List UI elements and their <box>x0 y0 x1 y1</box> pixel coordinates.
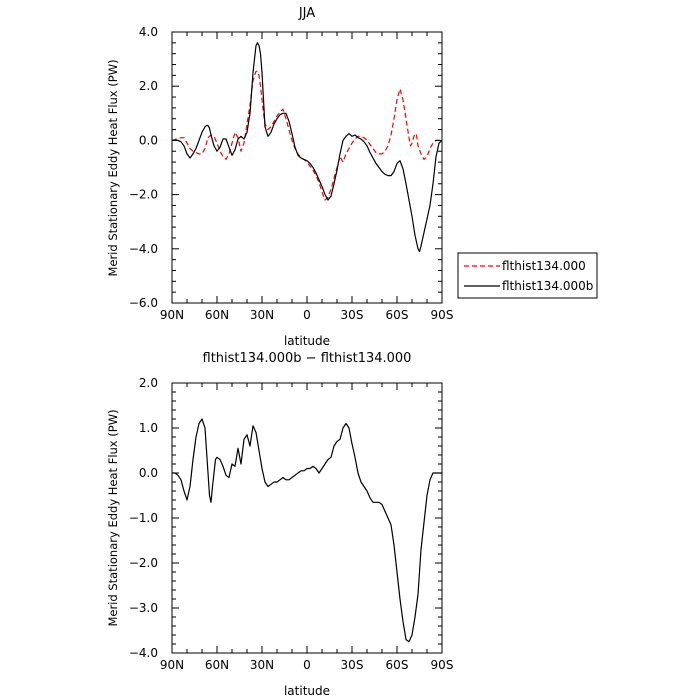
x-axis-label: latitude <box>284 334 330 348</box>
legend-label-series-2: flthist134.000b <box>502 279 593 293</box>
y-tick-label: −1.0 <box>129 511 158 525</box>
y-tick-label: 2.0 <box>139 376 158 390</box>
y-tick-label: −4.0 <box>129 646 158 660</box>
series-line-1 <box>171 70 442 201</box>
x-tick-label: 30S <box>341 658 364 672</box>
x-tick-label: 60N <box>205 658 229 672</box>
y-tick-label: 1.0 <box>139 421 158 435</box>
y-tick-label: −3.0 <box>129 601 158 615</box>
x-tick-label: 90S <box>431 308 454 322</box>
x-tick-label: 0 <box>303 308 311 322</box>
legend-box <box>457 252 598 299</box>
y-axis-label: Merid Stationary Eddy Heat Flux (PW) <box>106 59 120 276</box>
x-tick-label: 90S <box>431 658 454 672</box>
y-tick-label: −2.0 <box>129 188 158 202</box>
y-tick-label: 0.0 <box>139 466 158 480</box>
series-line-1 <box>172 418 442 643</box>
chart-title: flthist134.000b − flthist134.000 <box>203 351 412 366</box>
chart-bottom-panel: flthist134.000b − flthist134.000 90N 60N 3… <box>106 351 453 698</box>
x-tick-label: 30S <box>341 308 364 322</box>
y-tick-label: −6.0 <box>129 296 158 310</box>
y-tick-label: 4.0 <box>139 25 158 39</box>
y-tick-label: 2.0 <box>139 79 158 93</box>
y-tick-label: −4.0 <box>129 242 158 256</box>
y-tick-label: 0.0 <box>139 133 158 147</box>
x-tick-label: 60S <box>386 308 409 322</box>
chart-title: JJA <box>298 6 315 21</box>
y-axis-label: Merid Stationary Eddy Heat Flux (PW) <box>106 409 120 626</box>
series-line-2 <box>172 42 443 253</box>
chart-legend: flthist134.000 flthist134.000b <box>457 252 598 299</box>
y-tick-label: −2.0 <box>129 556 158 570</box>
plot-frame <box>171 31 443 304</box>
x-tick-label: 0 <box>303 658 311 672</box>
x-tick-label: 30N <box>250 658 274 672</box>
x-tick-label: 30N <box>250 308 274 322</box>
x-axis-label: latitude <box>284 684 330 698</box>
x-tick-label: 90N <box>160 658 184 672</box>
x-tick-label: 60N <box>205 308 229 322</box>
x-tick-label: 60S <box>386 658 409 672</box>
chart-top-panel: JJA 90N 60N 30N 0 30S 60S 90S 4.0 2.0 0.0 −2.0 −4.… <box>106 6 598 348</box>
x-tick-label: 90N <box>160 308 184 322</box>
legend-label-series-1: flthist134.000 <box>502 259 586 273</box>
